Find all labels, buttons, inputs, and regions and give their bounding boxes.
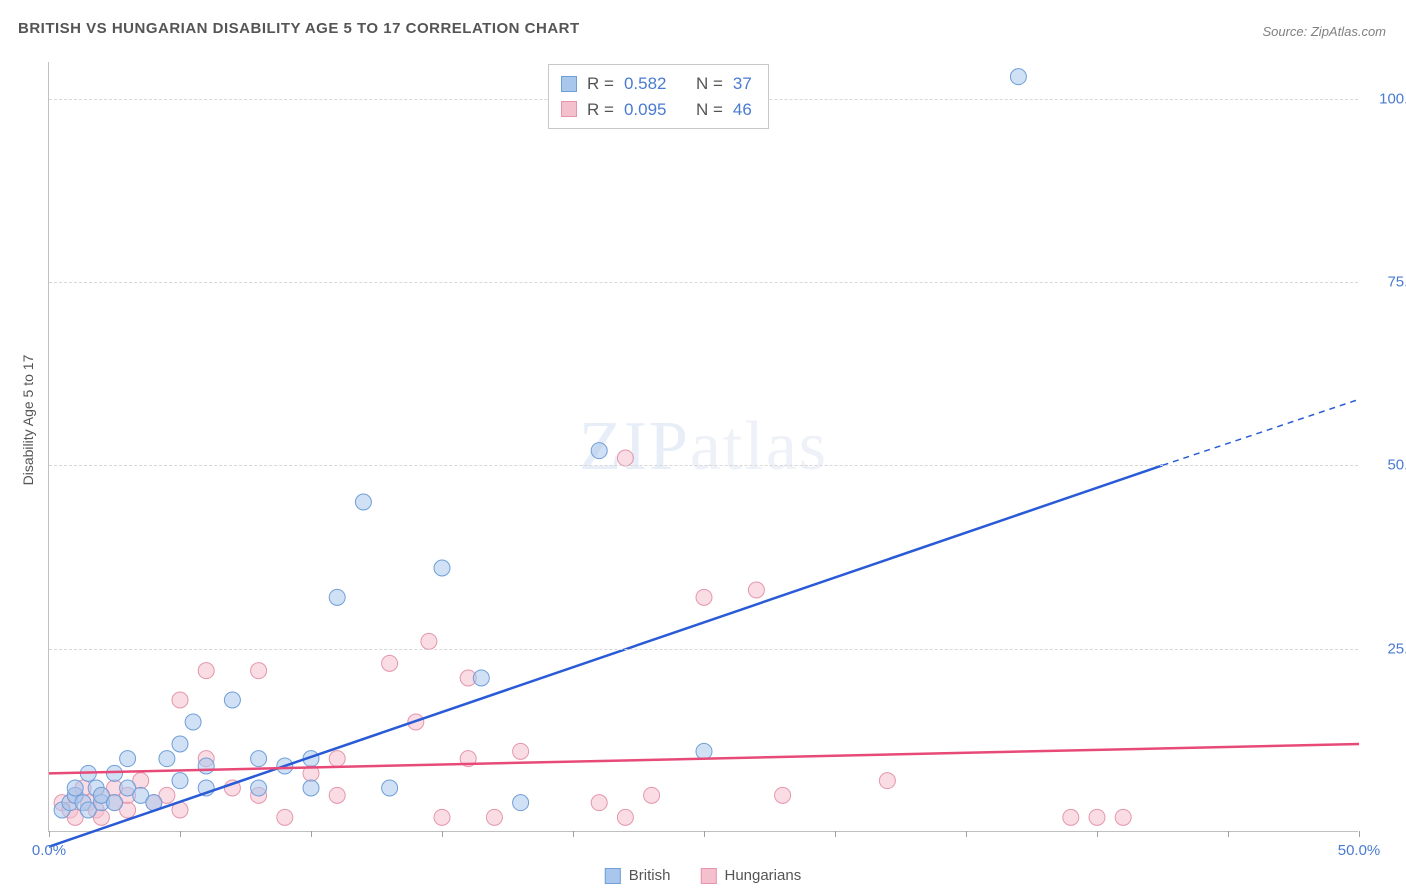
scatter-point-british [172,773,188,789]
scatter-point-british [107,765,123,781]
scatter-point-british [172,736,188,752]
scatter-point-hungarians [644,787,660,803]
xtick-mark [835,831,836,837]
scatter-point-british [107,795,123,811]
ytick-label: 100.0% [1370,90,1406,107]
scatter-point-british [382,780,398,796]
correlation-stats-box: R = 0.582 N = 37 R = 0.095 N = 46 [548,64,769,129]
scatter-point-hungarians [513,743,529,759]
scatter-point-hungarians [421,633,437,649]
ytick-label: 25.0% [1370,640,1406,657]
xtick-mark [180,831,181,837]
stat-N-british: 37 [733,71,752,97]
legend-item-hungarians: Hungarians [700,867,801,884]
stat-N-label: N = [696,71,723,97]
stat-N-hungarians: 46 [733,97,752,123]
stat-N-label: N = [696,97,723,123]
stat-R-label: R = [587,71,614,97]
scatter-point-british [329,589,345,605]
legend-bottom: British Hungarians [605,867,801,884]
ytick-label: 75.0% [1370,274,1406,291]
scatter-point-british [434,560,450,576]
xtick-mark [704,831,705,837]
xtick-mark [1228,831,1229,837]
scatter-point-hungarians [617,450,633,466]
xtick-mark [49,831,50,837]
scatter-point-hungarians [591,795,607,811]
scatter-point-british [591,443,607,459]
gridline-h [49,649,1358,650]
plot-area: ZIPatlas 0.0%50.0% [48,62,1358,832]
stat-R-hungarians: 0.095 [624,97,667,123]
scatter-point-hungarians [382,655,398,671]
xtick-mark [573,831,574,837]
chart-title: BRITISH VS HUNGARIAN DISABILITY AGE 5 TO… [18,20,580,37]
scatter-point-hungarians [775,787,791,803]
scatter-point-hungarians [486,809,502,825]
scatter-point-british [1010,69,1026,85]
legend-swatch-british [605,868,621,884]
scatter-point-british [185,714,201,730]
scatter-point-hungarians [277,809,293,825]
xtick-label: 0.0% [32,842,66,859]
ytick-label: 50.0% [1370,457,1406,474]
scatter-point-british [696,743,712,759]
scatter-point-british [120,751,136,767]
scatter-point-british [198,758,214,774]
swatch-hungarians [561,101,577,117]
xtick-mark [442,831,443,837]
source-attribution: Source: ZipAtlas.com [1262,24,1386,39]
scatter-point-hungarians [748,582,764,598]
stats-row-hungarians: R = 0.095 N = 46 [561,97,752,123]
legend-label-hungarians: Hungarians [724,867,801,884]
y-axis-label: Disability Age 5 to 17 [20,355,36,486]
xtick-mark [1359,831,1360,837]
stat-R-label: R = [587,97,614,123]
swatch-british [561,76,577,92]
scatter-point-hungarians [879,773,895,789]
scatter-point-hungarians [696,589,712,605]
scatter-point-british [224,692,240,708]
legend-label-british: British [629,867,671,884]
scatter-point-british [473,670,489,686]
gridline-h [49,465,1358,466]
xtick-mark [966,831,967,837]
stat-R-british: 0.582 [624,71,667,97]
trendline-british-dashed [1163,399,1360,465]
scatter-point-hungarians [329,751,345,767]
scatter-point-hungarians [172,692,188,708]
scatter-point-hungarians [329,787,345,803]
scatter-point-hungarians [1063,809,1079,825]
scatter-point-hungarians [251,663,267,679]
scatter-point-hungarians [434,809,450,825]
plot-svg [49,62,1358,831]
scatter-point-hungarians [1115,809,1131,825]
gridline-h [49,282,1358,283]
legend-swatch-hungarians [700,868,716,884]
scatter-point-hungarians [617,809,633,825]
xtick-mark [1097,831,1098,837]
scatter-point-british [513,795,529,811]
xtick-label: 50.0% [1338,842,1381,859]
trendline-british [49,465,1163,846]
scatter-point-british [251,780,267,796]
legend-item-british: British [605,867,671,884]
scatter-point-british [159,751,175,767]
scatter-point-hungarians [198,663,214,679]
scatter-point-hungarians [1089,809,1105,825]
stats-row-british: R = 0.582 N = 37 [561,71,752,97]
xtick-mark [311,831,312,837]
scatter-point-british [355,494,371,510]
scatter-point-british [67,780,83,796]
scatter-point-british [251,751,267,767]
scatter-point-british [303,780,319,796]
